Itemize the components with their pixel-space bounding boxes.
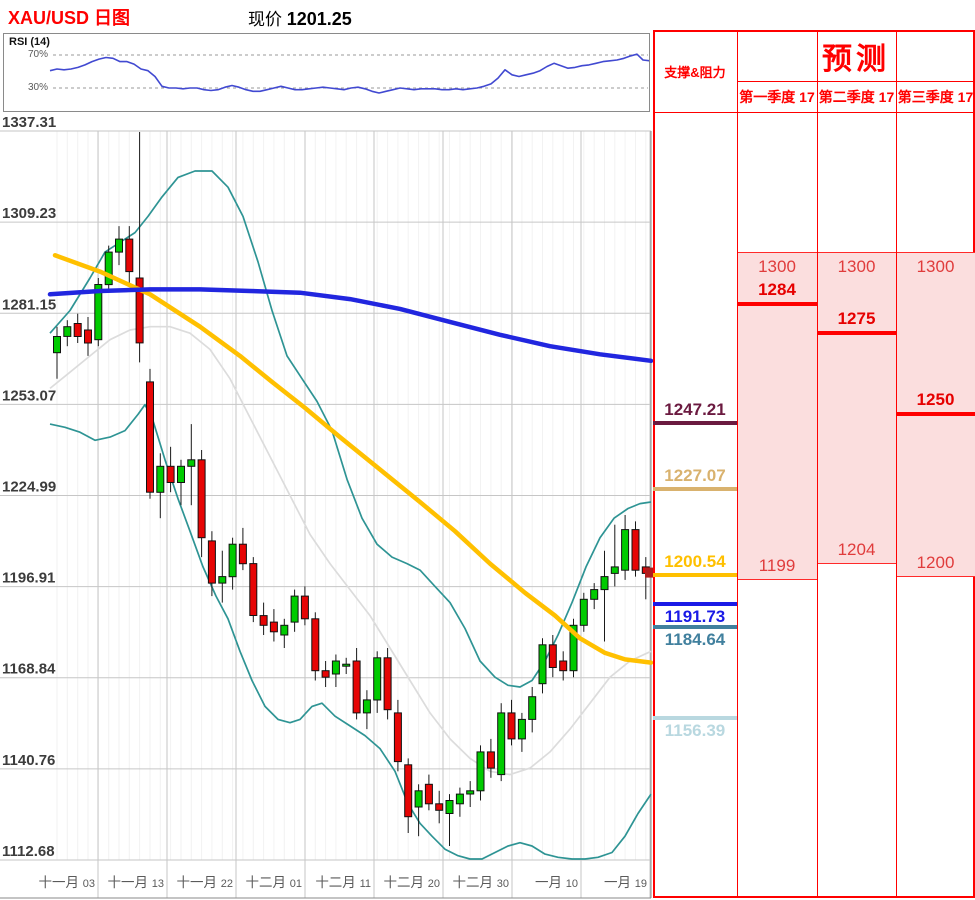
current-price-value: 1201.25 — [286, 9, 352, 29]
sr-level-label: 1184.64 — [664, 629, 726, 649]
sr-level-label: 1247.21 — [664, 400, 726, 420]
sr-level-line-1200.54 — [653, 572, 737, 577]
sr-level-line-1184.64 — [653, 624, 737, 629]
svg-text:十二月 30: 十二月 30 — [452, 875, 509, 890]
panel-header-divider — [653, 112, 973, 113]
svg-text:1337.31: 1337.31 — [2, 114, 56, 131]
support-resistance-header: 支撑&阻力 — [664, 64, 726, 80]
forecast-quarter-q2: 第二季度 17 — [818, 88, 895, 105]
forecast-header: 预测 — [822, 42, 890, 76]
forecast-support-value: 1204 — [837, 539, 876, 559]
rsi-panel — [3, 33, 650, 112]
svg-text:1168.84: 1168.84 — [2, 661, 56, 678]
svg-text:1196.91: 1196.91 — [2, 570, 55, 587]
forecast-top-value: 1300 — [837, 257, 876, 277]
rsi-70-level-label: 70% — [27, 49, 48, 60]
sr-level-line-1247.21 — [653, 421, 737, 426]
forecast-resistance-line-q1 — [738, 302, 817, 306]
svg-text:1253.07: 1253.07 — [2, 387, 56, 404]
svg-text:十一月 13: 十一月 13 — [107, 875, 164, 890]
forecast-support-value: 1199 — [758, 555, 796, 575]
forecast-range-q1 — [738, 252, 817, 580]
forecast-top-value: 1300 — [916, 257, 955, 277]
svg-text:1224.99: 1224.99 — [2, 479, 56, 496]
current-price-readout: 现价 1201.25 — [248, 5, 352, 30]
forecast-range-q2 — [818, 252, 896, 564]
panel-divider — [737, 30, 738, 896]
svg-text:1112.68: 1112.68 — [2, 843, 55, 860]
forecast-resistance-value: 1250 — [916, 390, 955, 410]
sr-level-label: 1191.73 — [664, 606, 726, 626]
current-price-label: 现价 — [248, 10, 282, 29]
svg-text:1309.23: 1309.23 — [2, 205, 56, 222]
svg-text:一月 19: 一月 19 — [604, 875, 647, 890]
svg-text:一月 10: 一月 10 — [535, 875, 578, 890]
sr-level-line-1227.07 — [653, 486, 737, 491]
sr-level-line-1156.39 — [653, 716, 737, 721]
forecast-quarter-q3: 第三季度 17 — [897, 88, 974, 105]
sr-level-label: 1200.54 — [664, 551, 726, 571]
svg-text:十二月 11: 十二月 11 — [315, 875, 371, 890]
forecast-quarter-q1: 第一季度 17 — [739, 88, 815, 105]
svg-text:十一月 03: 十一月 03 — [38, 875, 95, 890]
forecast-resistance-value: 1275 — [837, 309, 876, 329]
panel-divider — [817, 30, 818, 896]
rsi-30-level-label: 30% — [27, 82, 48, 93]
svg-text:十二月 20: 十二月 20 — [383, 875, 440, 890]
panel-header-divider — [737, 81, 973, 82]
rsi-indicator-label: RSI (14) — [9, 36, 50, 48]
forecast-resistance-line-q2 — [818, 331, 896, 336]
panel-divider — [896, 30, 897, 896]
svg-text:1281.15: 1281.15 — [2, 296, 56, 313]
sr-level-line-1191.73 — [653, 601, 737, 606]
forecast-resistance-value: 1284 — [758, 280, 796, 299]
sr-level-label: 1156.39 — [664, 721, 726, 741]
svg-text:1140.76: 1140.76 — [2, 752, 55, 769]
forecast-resistance-line-q3 — [897, 412, 975, 417]
sr-level-label: 1227.07 — [664, 465, 726, 485]
forecast-top-value: 1300 — [758, 257, 796, 277]
forecast-support-value: 1200 — [916, 552, 955, 572]
svg-text:十二月 01: 十二月 01 — [245, 875, 302, 890]
chart-title: XAU/USD 日图 — [8, 8, 131, 28]
svg-text:十一月 22: 十一月 22 — [176, 875, 233, 890]
